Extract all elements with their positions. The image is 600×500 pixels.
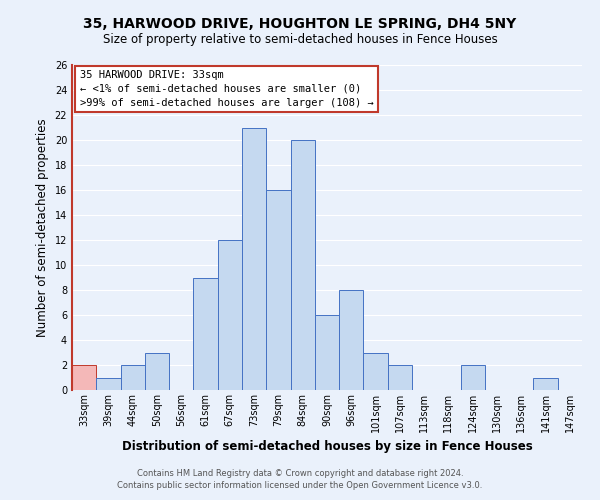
Bar (461, 365, 485, 390)
Bar (193, 278, 218, 390)
Bar (339, 290, 364, 390)
X-axis label: Distribution of semi-detached houses by size in Fence Houses: Distribution of semi-detached houses by … (122, 440, 532, 454)
Bar (533, 378, 558, 390)
Text: Contains public sector information licensed under the Open Government Licence v3: Contains public sector information licen… (118, 481, 482, 490)
Text: 35, HARWOOD DRIVE, HOUGHTON LE SPRING, DH4 5NY: 35, HARWOOD DRIVE, HOUGHTON LE SPRING, D… (83, 18, 517, 32)
Bar (266, 190, 290, 390)
Y-axis label: Number of semi-detached properties: Number of semi-detached properties (36, 118, 49, 337)
Bar (315, 315, 339, 390)
Bar (218, 240, 242, 390)
Bar (290, 140, 315, 390)
Bar (364, 352, 388, 390)
Text: 35 HARWOOD DRIVE: 33sqm
← <1% of semi-detached houses are smaller (0)
>99% of se: 35 HARWOOD DRIVE: 33sqm ← <1% of semi-de… (80, 70, 373, 108)
Text: Size of property relative to semi-detached houses in Fence Houses: Size of property relative to semi-detach… (103, 32, 497, 46)
Bar (121, 365, 145, 390)
Bar (72, 365, 96, 390)
Text: Contains HM Land Registry data © Crown copyright and database right 2024.: Contains HM Land Registry data © Crown c… (137, 468, 463, 477)
Bar (145, 352, 169, 390)
Bar (242, 128, 266, 390)
Bar (96, 378, 121, 390)
Bar (388, 365, 412, 390)
